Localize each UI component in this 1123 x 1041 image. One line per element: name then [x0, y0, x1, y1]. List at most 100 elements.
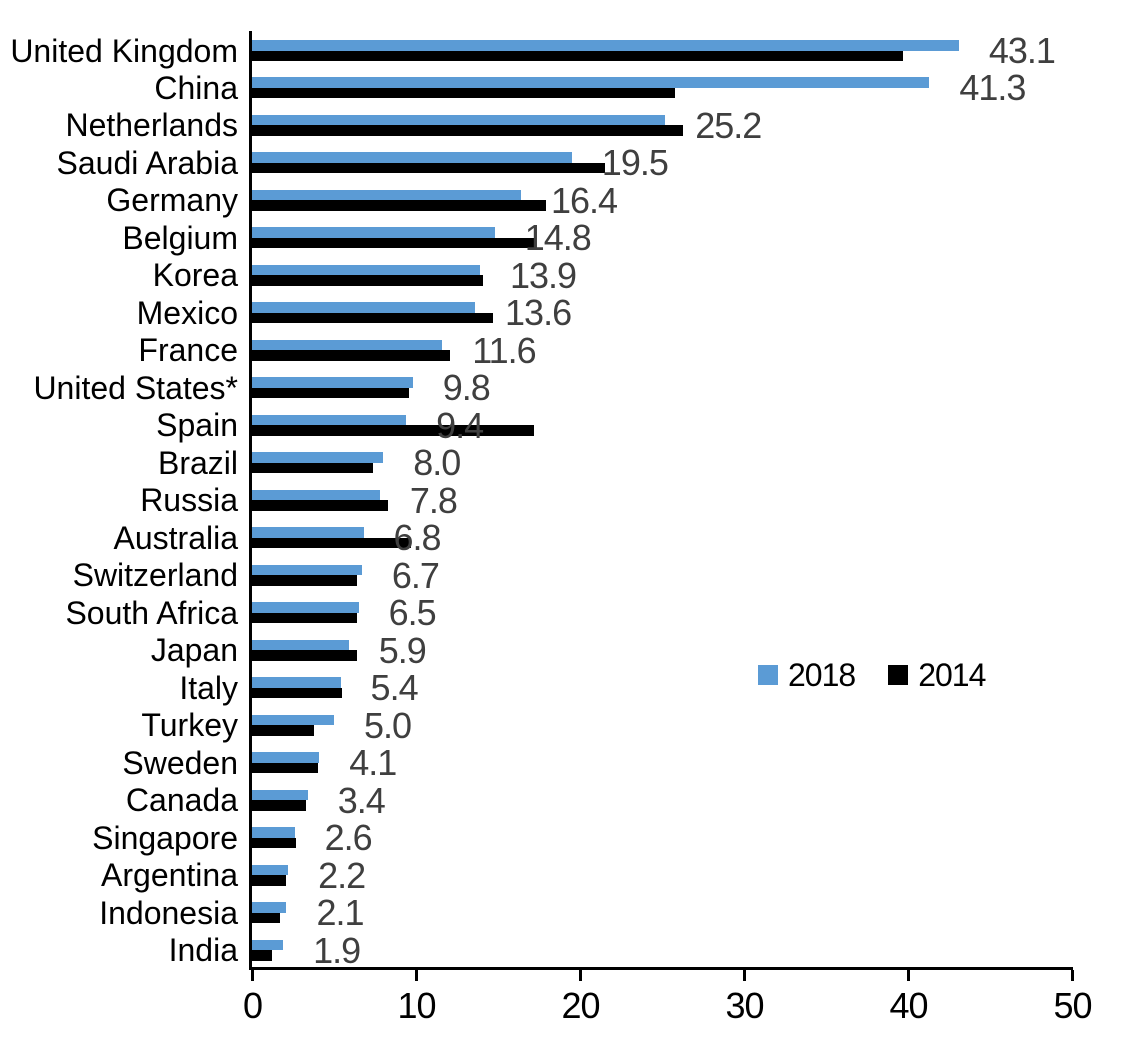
value-label: 13.6: [505, 292, 572, 334]
bar-2018: [252, 40, 959, 51]
bar-2014: [252, 912, 280, 924]
y-axis-line: [249, 31, 252, 970]
category-label: South Africa: [65, 594, 238, 631]
category-label: Switzerland: [72, 557, 238, 594]
bar-2014: [252, 237, 535, 249]
bar-2018: [252, 752, 320, 763]
bar-2018: [252, 789, 308, 801]
category-label: Brazil: [157, 444, 238, 481]
bar-2014: [252, 687, 343, 699]
category-label: Korea: [152, 257, 238, 294]
bar-2014: [252, 200, 546, 211]
bar-2018: [252, 452, 384, 463]
bar-2018: [252, 902, 287, 913]
bar-2014: [252, 875, 287, 886]
x-axis-tick: [1071, 970, 1074, 981]
category-label: Argentina: [101, 857, 238, 894]
bar-2014: [252, 762, 318, 774]
bar-2018: [252, 527, 364, 538]
value-label: 43.1: [988, 30, 1056, 71]
bar-2014: [252, 350, 451, 361]
category-label: Russia: [140, 482, 238, 519]
x-axis-tick: [907, 970, 910, 981]
bar-2014: [252, 950, 272, 961]
value-label: 6.7: [391, 554, 440, 596]
bar-2014: [252, 387, 410, 399]
category-label: Australia: [113, 519, 239, 556]
value-label: 4.1: [349, 742, 397, 784]
value-label: 5.4: [370, 667, 419, 709]
bar-2018: [252, 189, 521, 201]
value-label: 25.2: [695, 104, 762, 146]
category-label: China: [154, 69, 238, 106]
value-label: 11.6: [472, 329, 536, 371]
value-label: 7.8: [409, 479, 458, 521]
bar-2018: [252, 152, 572, 163]
value-label: 5.9: [378, 629, 427, 671]
bar-2014: [252, 50, 904, 61]
bar-2014: [252, 650, 357, 661]
bar-2018: [252, 602, 359, 613]
x-axis-tick: [415, 970, 418, 981]
bar-2018: [252, 377, 413, 388]
legend: 2018 2014: [758, 657, 986, 693]
bar-2018: [252, 864, 289, 876]
value-label: 16.4: [550, 179, 618, 221]
x-axis-tick-label: 50: [1053, 985, 1092, 1026]
x-axis-tick-label: 30: [725, 985, 764, 1026]
value-label: 5.0: [364, 704, 412, 746]
legend-item-2018: 2018: [758, 659, 856, 691]
value-label: 13.9: [509, 254, 577, 296]
category-label: Italy: [179, 669, 238, 706]
bar-2014: [252, 162, 605, 174]
bar-2014: [252, 612, 357, 624]
bar-2014: [252, 800, 307, 811]
category-label: Canada: [125, 782, 238, 819]
bar-2018: [252, 939, 284, 951]
value-label: 6.5: [388, 592, 437, 634]
bar-2014: [252, 725, 315, 736]
category-label: Mexico: [136, 294, 238, 331]
bar-2018: [252, 114, 666, 126]
category-label: Saudi Arabia: [56, 144, 238, 181]
bar-2018: [252, 414, 407, 426]
bar-2014: [252, 87, 676, 99]
value-label: 2.1: [316, 892, 364, 934]
bar-2014: [252, 500, 389, 511]
value-label: 19.5: [601, 142, 669, 184]
category-label: United States*: [33, 369, 238, 406]
bar-2014: [252, 537, 412, 549]
bar-2018: [252, 489, 380, 501]
value-label: 9.8: [442, 367, 491, 409]
bar-2018: [252, 564, 362, 576]
category-label: India: [168, 932, 238, 969]
category-label: Indonesia: [99, 894, 238, 931]
legend-swatch-2018-icon: [758, 665, 778, 685]
bar-2014: [252, 275, 484, 286]
bar-2018: [252, 639, 349, 651]
bar-2018: [252, 264, 480, 276]
value-label: 3.4: [337, 779, 386, 821]
bar-2018: [252, 302, 476, 313]
value-label: 2.2: [318, 854, 366, 896]
legend-label-2014: 2014: [918, 657, 986, 693]
x-axis-tick-label: 20: [561, 985, 600, 1026]
bar-2014: [252, 837, 297, 849]
x-axis-tick-label: 10: [397, 985, 436, 1026]
value-label: 6.8: [393, 517, 442, 559]
category-label: Turkey: [141, 707, 238, 744]
x-axis-tick: [743, 970, 746, 981]
bar-2014: [252, 312, 494, 324]
category-label: Germany: [106, 182, 238, 219]
bar-2014: [252, 462, 374, 474]
legend-item-2014: 2014: [888, 657, 986, 693]
legend-swatch-2014-icon: [888, 665, 909, 685]
category-label: Singapore: [92, 819, 238, 856]
bar-2018: [252, 827, 295, 838]
value-label: 14.8: [524, 217, 592, 259]
bar-2018: [252, 227, 495, 238]
category-label: Sweden: [122, 744, 238, 781]
x-axis-tick-label: 40: [889, 985, 928, 1026]
category-label: France: [138, 332, 238, 369]
